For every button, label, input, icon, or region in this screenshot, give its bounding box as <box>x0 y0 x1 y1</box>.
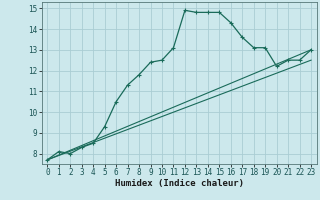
X-axis label: Humidex (Indice chaleur): Humidex (Indice chaleur) <box>115 179 244 188</box>
